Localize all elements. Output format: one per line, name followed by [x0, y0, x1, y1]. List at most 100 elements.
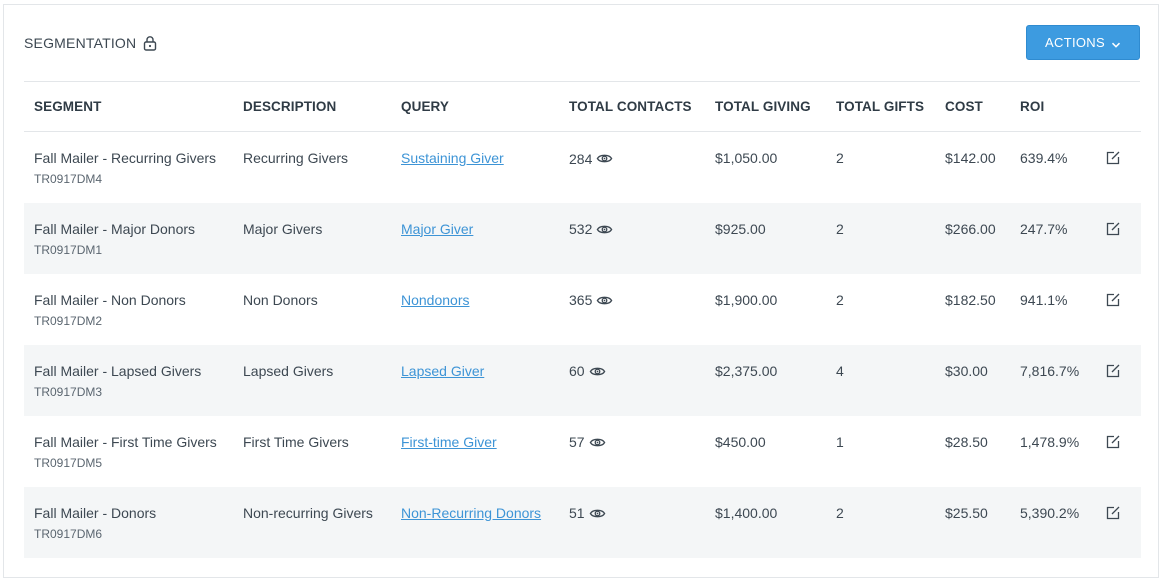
edit-cell: [1095, 345, 1141, 416]
roi-cell: 941.1%: [1020, 291, 1068, 308]
segment-name: Fall Mailer - First Time Givers: [34, 433, 217, 450]
contacts-count: 284: [569, 150, 593, 167]
panel-title-text: SEGMENTATION: [24, 35, 137, 51]
segment-code: TR0917DM5: [34, 455, 103, 470]
giving-cell: $925.00: [715, 220, 766, 237]
segment-code: TR0917DM1: [34, 242, 103, 257]
contacts-cell: 532: [559, 203, 705, 274]
contacts-count: 532: [569, 221, 593, 237]
segment-code: TR0917DM2: [34, 313, 103, 328]
cost-cell: $142.00: [945, 150, 996, 166]
query-link[interactable]: Nondonors: [401, 291, 470, 308]
segments-table: SEGMENT DESCRIPTION QUERY TOTAL CONTACTS TOT…: [24, 81, 1141, 558]
contacts-cell: 365: [559, 274, 705, 345]
eye-icon[interactable]: [589, 363, 606, 380]
edit-icon[interactable]: [1105, 221, 1121, 237]
description-cell: Non-recurring Givers: [243, 504, 373, 521]
gifts-cell: 1: [836, 433, 844, 450]
cost-cell: $30.00: [945, 362, 988, 379]
query-link[interactable]: Major Giver: [401, 220, 474, 237]
gifts-cell: 2: [836, 220, 844, 237]
roi-cell: 639.4%: [1020, 150, 1068, 166]
giving-cell: $1,900.00: [715, 291, 778, 308]
edit-icon[interactable]: [1105, 363, 1121, 379]
edit-icon[interactable]: [1105, 292, 1121, 308]
contacts-count: 60: [569, 363, 585, 379]
description-cell: Recurring Givers: [243, 150, 349, 166]
query-cell: Sustaining Giver: [391, 132, 559, 203]
giving-cell: $450.00: [715, 433, 766, 450]
query-cell: Non-Recurring Donors: [391, 487, 559, 558]
eye-icon[interactable]: [596, 292, 613, 309]
segment-code: TR0917DM6: [34, 526, 103, 541]
roi-cell: 5,390.2%: [1020, 504, 1080, 521]
gifts-cell: 2: [836, 150, 844, 166]
roi-cell: 7,816.7%: [1020, 362, 1080, 379]
edit-cell: [1095, 416, 1141, 487]
column-header-description[interactable]: DESCRIPTION: [233, 81, 391, 132]
query-link[interactable]: Non-Recurring Donors: [401, 504, 542, 521]
query-link[interactable]: Lapsed Giver: [401, 362, 485, 379]
segment-code: TR0917DM4: [34, 172, 103, 186]
contacts-count: 51: [569, 505, 585, 521]
query-link[interactable]: Sustaining Giver: [401, 150, 504, 166]
cost-cell: $28.50: [945, 433, 988, 450]
edit-cell: [1095, 203, 1141, 274]
table-row: Fall Mailer - First Time Givers TR0917DM5…: [24, 416, 1141, 487]
edit-cell: [1095, 132, 1141, 203]
giving-cell: $1,400.00: [715, 504, 778, 521]
edit-cell: [1095, 274, 1141, 345]
edit-icon[interactable]: [1105, 434, 1121, 450]
table-row: Fall Mailer - Donors TR0917DM6 Non-recurri…: [24, 486, 1141, 558]
cost-cell: $25.50: [945, 504, 988, 521]
eye-icon[interactable]: [596, 221, 613, 238]
contacts-count: 57: [569, 434, 585, 450]
column-header-segment[interactable]: SEGMENT: [24, 81, 233, 132]
segment-code: TR0917DM3: [34, 384, 103, 399]
description-cell: Lapsed Givers: [243, 362, 334, 379]
eye-icon[interactable]: [589, 434, 606, 451]
segment-cell: Fall Mailer - Non Donors TR0917DM2: [24, 274, 233, 345]
gifts-cell: 4: [836, 362, 844, 379]
segment-cell: Fall Mailer - Recurring Givers TR0917DM4: [24, 132, 233, 203]
panel-title: SEGMENTATION: [24, 35, 158, 51]
contacts-cell: 284: [559, 132, 705, 203]
edit-cell: [1095, 487, 1141, 558]
query-cell: Major Giver: [391, 203, 559, 274]
eye-icon[interactable]: [589, 505, 606, 522]
panel-header: SEGMENTATION ACTIONS: [24, 5, 1140, 82]
contacts-cell: 51: [559, 487, 705, 558]
giving-cell: $2,375.00: [715, 362, 778, 379]
description-cell: Non Donors: [243, 291, 318, 308]
table-header-row: SEGMENT DESCRIPTION QUERY TOTAL CONTACTS TOT…: [24, 81, 1141, 132]
gifts-cell: 2: [836, 291, 844, 308]
contacts-cell: 57: [559, 416, 705, 487]
edit-icon[interactable]: [1105, 505, 1121, 521]
lock-icon: [142, 35, 158, 51]
eye-icon[interactable]: [596, 150, 613, 167]
contacts-count: 365: [569, 292, 593, 308]
segment-name: Fall Mailer - Major Donors: [34, 220, 196, 237]
column-header-total-gifts[interactable]: TOTAL GIFTS: [826, 81, 935, 132]
column-header-cost[interactable]: COST: [935, 81, 1010, 132]
segment-name: Fall Mailer - Non Donors: [34, 291, 186, 308]
query-link[interactable]: First-time Giver: [401, 433, 497, 450]
actions-button[interactable]: ACTIONS: [1026, 25, 1140, 60]
table-row: Fall Mailer - Lapsed Givers TR0917DM3 Laps…: [24, 344, 1141, 416]
cost-cell: $182.50: [945, 291, 996, 308]
column-header-total-contacts[interactable]: TOTAL CONTACTS: [559, 81, 705, 132]
segment-cell: Fall Mailer - First Time Givers TR0917DM5: [24, 416, 233, 487]
column-header-roi[interactable]: ROI: [1010, 81, 1095, 132]
query-cell: Nondonors: [391, 274, 559, 345]
segment-name: Fall Mailer - Lapsed Givers: [34, 362, 202, 379]
description-cell: First Time Givers: [243, 433, 349, 450]
actions-button-label: ACTIONS: [1045, 35, 1105, 50]
roi-cell: 247.7%: [1020, 220, 1068, 237]
table-row: Fall Mailer - Major Donors TR0917DM1 Major…: [24, 202, 1141, 274]
column-header-query[interactable]: QUERY: [391, 81, 559, 132]
chevron-down-icon: [1111, 38, 1121, 48]
column-header-total-giving[interactable]: TOTAL GIVING: [705, 81, 826, 132]
edit-icon[interactable]: [1105, 150, 1121, 166]
table-row: Fall Mailer - Recurring Givers TR0917DM4 R…: [24, 132, 1141, 203]
table-body: Fall Mailer - Recurring Givers TR0917DM4 R…: [24, 132, 1141, 558]
